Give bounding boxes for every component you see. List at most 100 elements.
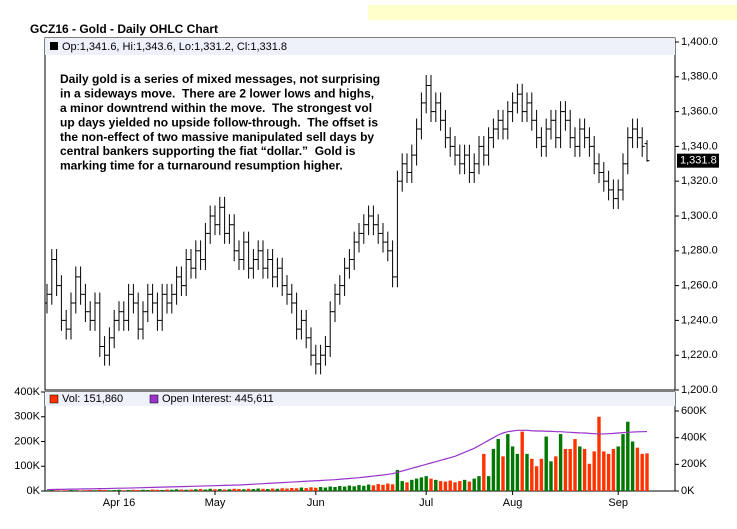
volume-bar: [102, 490, 107, 491]
volume-bar: [155, 489, 160, 491]
annotation: a minor downtrend within the move. The s…: [60, 101, 372, 115]
volume-bar: [50, 490, 54, 491]
legend-label: Open Interest: 445,611: [162, 393, 274, 405]
legend-text: Op:1,341.6, Hi:1,343.6, Lo:1,331.2, Cl:1…: [62, 41, 287, 53]
y2-tick-label: 200K: [681, 458, 707, 470]
volume-bar: [506, 434, 510, 491]
volume-bar: [237, 489, 241, 491]
volume-bar: [299, 487, 304, 491]
volume-bar: [117, 489, 121, 491]
volume-bar: [587, 463, 592, 491]
legend-swatch: [49, 394, 59, 404]
volume-bar: [573, 439, 577, 491]
volume-bar: [582, 448, 587, 491]
volume-bar: [645, 453, 649, 491]
annotation: the non-effect of two massive manipulate…: [60, 130, 374, 144]
volume-bar: [160, 490, 164, 491]
volume-bar: [362, 485, 366, 491]
volume-bar: [318, 487, 323, 491]
volume-bar: [54, 490, 59, 491]
volume-bar: [453, 482, 457, 491]
volume-bar: [131, 489, 136, 491]
volume-bar: [544, 436, 548, 491]
volume-bar: [218, 489, 222, 491]
volume-bar: [501, 456, 505, 491]
volume-bar: [69, 490, 73, 491]
y-tick-label: 200K: [14, 435, 40, 447]
volume-bar: [347, 485, 352, 491]
volume-bar: [443, 481, 448, 491]
header-band: [368, 5, 737, 20]
volume-bar: [549, 461, 553, 491]
volume-bar: [290, 488, 294, 491]
y-tick-label: 1,340.0: [681, 140, 718, 152]
annotation: up days yielded no upside follow-through…: [60, 115, 378, 129]
volume-bar: [112, 490, 116, 491]
legend-swatch: [50, 42, 58, 50]
volume-bar: [462, 479, 467, 491]
y-tick-label: 300K: [14, 411, 40, 423]
volume-bar: [227, 489, 232, 491]
volume-bar: [626, 421, 630, 491]
x-tick-label: Jun: [307, 497, 325, 509]
volume-legend-strip: [45, 392, 675, 406]
volume-bar: [165, 489, 169, 491]
volume-bar: [323, 487, 328, 491]
volume-bar: [304, 488, 308, 491]
volume-bar: [352, 486, 356, 491]
y-tick-label: 1,400.0: [681, 36, 718, 48]
annotation: in a sideways move. There are 2 lower lo…: [60, 87, 374, 101]
volume-bar: [371, 485, 376, 491]
volume-bar: [146, 490, 150, 491]
y-tick-label: 1,220.0: [681, 349, 718, 361]
volume-bar: [381, 484, 385, 491]
volume-bar: [472, 478, 476, 491]
volume-bar: [578, 446, 582, 491]
volume-bar: [314, 487, 318, 491]
volume-bar: [141, 489, 145, 491]
y-tick-label: 1,260.0: [681, 280, 718, 292]
volume-bar: [467, 481, 472, 491]
y2-tick-label: 0K: [681, 485, 695, 497]
volume-bar: [395, 469, 400, 491]
volume-bar: [525, 453, 529, 491]
volume-bar: [208, 488, 212, 491]
volume-bar: [592, 451, 596, 491]
volume-bar: [496, 439, 500, 491]
volume-bar: [448, 480, 452, 491]
volume-bar: [520, 431, 524, 491]
volume-bar: [294, 488, 299, 491]
x-tick-label: May: [205, 497, 226, 509]
price-panel: [44, 37, 676, 391]
volume-bar: [539, 458, 544, 491]
y-tick-label: 1,300.0: [681, 210, 718, 222]
volume-bar: [222, 489, 227, 491]
volume-bar: [424, 476, 428, 491]
volume-bar: [309, 487, 313, 491]
volume-bar: [150, 489, 155, 491]
volume-bar: [410, 479, 414, 491]
volume-bar: [194, 489, 198, 491]
volume-bar: [554, 456, 558, 491]
volume-bar: [611, 448, 616, 491]
volume-bar: [386, 483, 390, 491]
x-tick-label: Aug: [503, 497, 523, 509]
volume-bar: [438, 481, 443, 491]
volume-bar: [213, 489, 217, 491]
annotation: marking time for a turnaround resumption…: [60, 159, 343, 173]
volume-bar: [122, 490, 126, 491]
volume-bar: [366, 484, 371, 491]
volume-bar: [198, 489, 203, 491]
annotation: Daily gold is a series of mixed messages…: [60, 72, 380, 86]
volume-bar: [246, 488, 251, 491]
volume-bar: [477, 476, 481, 491]
x-tick-label: Sep: [608, 497, 628, 509]
volume-bar: [107, 490, 112, 491]
chart-title: GCZ16 - Gold - Daily OHLC Chart: [30, 22, 218, 36]
volume-bar: [232, 488, 236, 491]
volume-bar: [174, 489, 179, 491]
volume-bar: [558, 434, 563, 491]
volume-bar: [261, 488, 265, 491]
volume-bar: [606, 453, 611, 491]
